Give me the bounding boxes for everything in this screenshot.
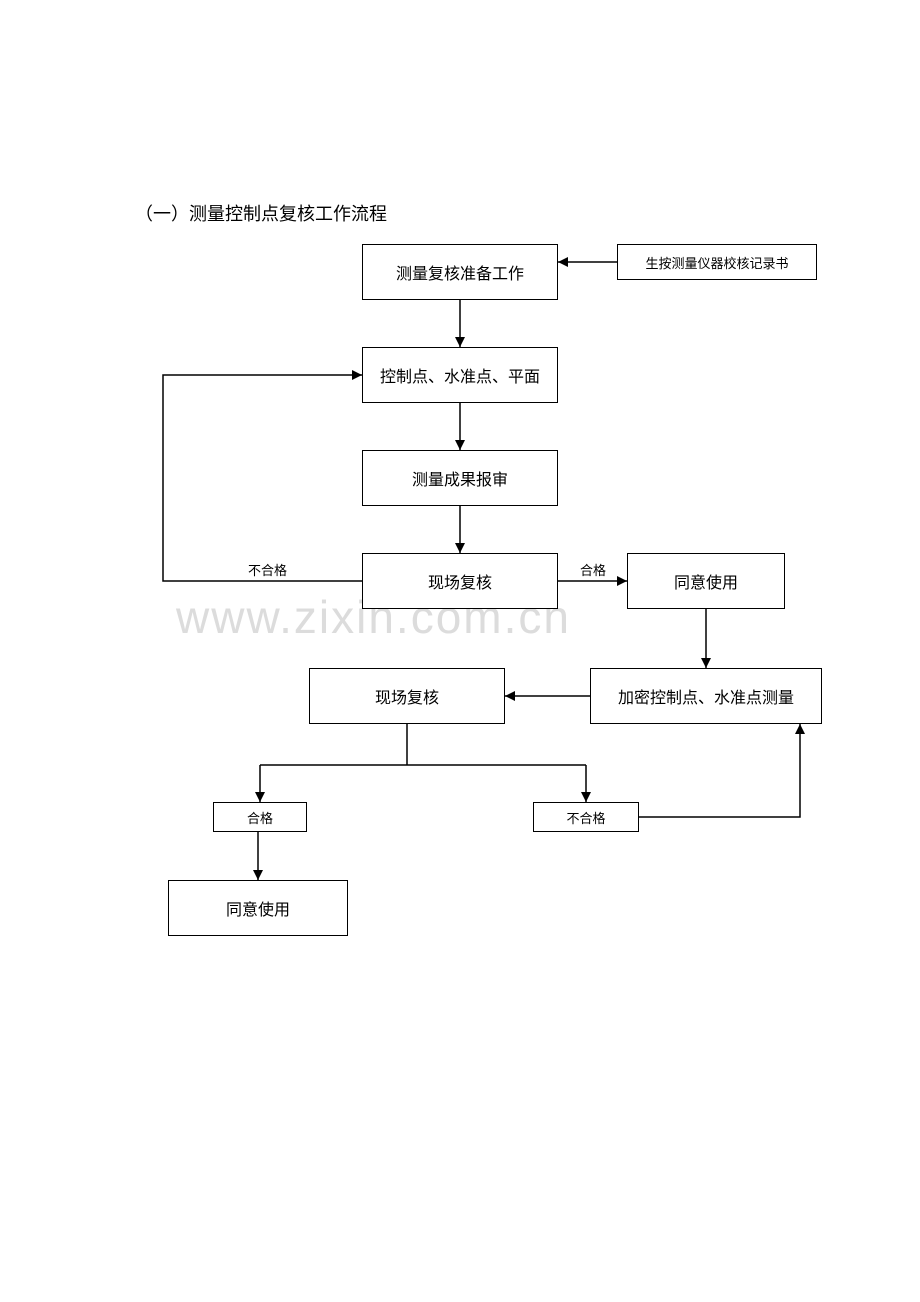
node-site-check-1: 现场复核 [362, 553, 558, 609]
node-result-review: 测量成果报审 [362, 450, 558, 506]
node-pass: 合格 [213, 802, 307, 832]
node-approve-2: 同意使用 [168, 880, 348, 936]
node-approve-1: 同意使用 [627, 553, 785, 609]
node-instrument: 生按测量仪器校核记录书 [617, 244, 817, 280]
node-fail: 不合格 [533, 802, 639, 832]
node-site-check-2: 现场复核 [309, 668, 505, 724]
node-prep: 测量复核准备工作 [362, 244, 558, 300]
connector-lines [0, 0, 920, 1302]
page-title: （一）测量控制点复核工作流程 [135, 200, 387, 226]
node-dense-measure: 加密控制点、水准点测量 [590, 668, 822, 724]
edge-label-pass: 合格 [580, 560, 606, 579]
edge-label-fail: 不合格 [248, 560, 287, 579]
node-control-points: 控制点、水准点、平面 [362, 347, 558, 403]
